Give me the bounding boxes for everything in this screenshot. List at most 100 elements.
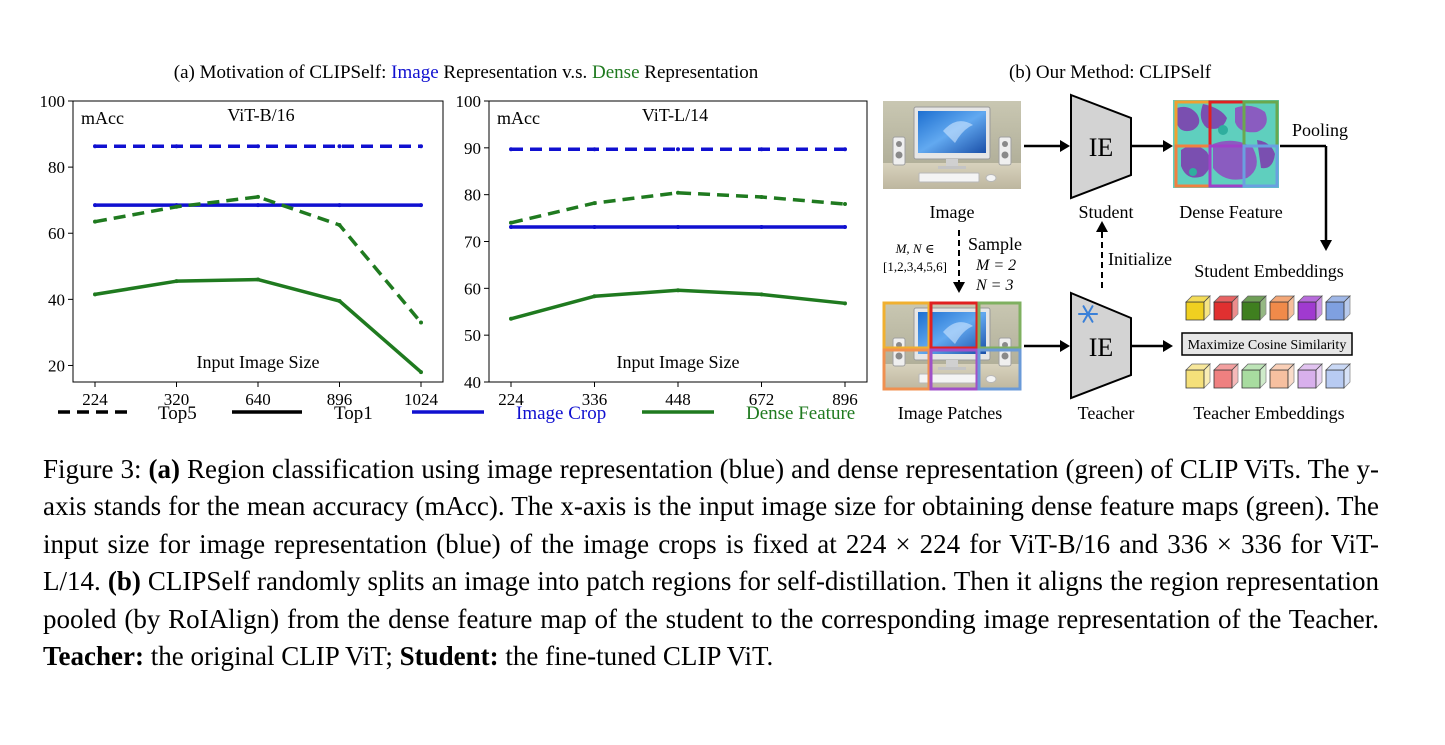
embedding-cube-side bbox=[1203, 363, 1211, 389]
data-point bbox=[93, 219, 97, 224]
caption-part-b: CLIPSelf randomly splits an image into p… bbox=[43, 566, 1380, 634]
plot-frame bbox=[72, 100, 444, 383]
data-point bbox=[759, 147, 764, 152]
legend: Top5 Top1 Image Crop Dense Feature bbox=[58, 403, 855, 424]
arrowhead bbox=[953, 282, 965, 293]
data-point bbox=[676, 190, 680, 195]
y-axis-label: mAcc bbox=[497, 108, 540, 128]
data-point bbox=[337, 203, 342, 208]
data-point bbox=[676, 147, 680, 152]
m-equation: M = 2 bbox=[975, 257, 1016, 274]
legend-image-crop-label: Image Crop bbox=[516, 403, 606, 424]
embedding-cube bbox=[1213, 301, 1233, 321]
series-line-dense-feature-top5 bbox=[510, 191, 846, 225]
embedding-cube bbox=[1297, 301, 1317, 321]
data-point bbox=[676, 288, 680, 293]
legend-dense-feature-label: Dense Feature bbox=[746, 403, 855, 424]
data-point bbox=[592, 147, 597, 152]
data-point bbox=[93, 292, 97, 297]
caption-student-label: Student: bbox=[399, 641, 499, 672]
data-point bbox=[93, 144, 97, 149]
legend-top5-label: Top5 bbox=[158, 403, 197, 424]
data-point bbox=[174, 204, 179, 209]
figure-3: (a) Motivation of CLIPSelf: Image Repres… bbox=[40, 62, 1353, 424]
data-point bbox=[419, 203, 423, 208]
series-line-dense-feature-top1 bbox=[510, 288, 846, 321]
caption-teacher-text: the original CLIP ViT; bbox=[150, 641, 393, 672]
teacher-embeddings-label: Teacher Embeddings bbox=[1193, 403, 1344, 423]
dense-feature-label: Dense Feature bbox=[1179, 202, 1282, 222]
embedding-cube bbox=[1185, 369, 1205, 389]
data-point bbox=[337, 222, 342, 227]
embedding-cube bbox=[1297, 369, 1317, 389]
embedding-cube-side bbox=[1259, 295, 1267, 321]
y-tick-label: 100 bbox=[40, 92, 66, 111]
arrowhead bbox=[1060, 340, 1070, 352]
embedding-cube bbox=[1325, 369, 1345, 389]
caption-a-label: (a) bbox=[148, 454, 180, 484]
embedding-cube bbox=[1241, 369, 1261, 389]
chart-vit-l14: 40 50 60 70 80 90 100 224 336 448 672 896 ViT-L/14 mA… bbox=[456, 92, 868, 409]
y-tick-label: 20 bbox=[48, 356, 65, 375]
data-point bbox=[337, 299, 342, 304]
x-tick-label: 896 bbox=[327, 390, 353, 409]
x-tick-label: 224 bbox=[82, 390, 108, 409]
figure-caption: Figure 3: (a) Region classification usin… bbox=[43, 451, 1379, 675]
caption-b-label: (b) bbox=[107, 566, 141, 597]
data-point bbox=[676, 224, 680, 229]
teacher-label: Teacher bbox=[1078, 403, 1135, 423]
data-point bbox=[93, 203, 97, 208]
embedding-cube bbox=[1325, 301, 1345, 321]
image-patches bbox=[882, 301, 1022, 391]
panel-a-title: (a) Motivation of CLIPSelf: Image Repres… bbox=[174, 62, 759, 83]
caption-student-text: the fine-tuned CLIP ViT. bbox=[505, 641, 774, 672]
data-point bbox=[419, 370, 423, 375]
panel-b-title: (b) Our Method: CLIPSelf bbox=[1009, 62, 1212, 83]
caption-figure-label: Figure 3: bbox=[43, 454, 142, 484]
data-point bbox=[256, 277, 260, 282]
embedding-cube-side bbox=[1315, 295, 1323, 321]
data-point bbox=[592, 201, 597, 206]
student-embeddings-label: Student Embeddings bbox=[1194, 261, 1344, 281]
x-tick-label: 672 bbox=[749, 390, 775, 409]
data-point bbox=[509, 220, 513, 225]
image-patches-label: Image Patches bbox=[898, 403, 1002, 423]
x-tick-label: 320 bbox=[164, 390, 190, 409]
data-point bbox=[509, 316, 513, 321]
data-point bbox=[256, 194, 260, 199]
x-tick-label: 336 bbox=[582, 390, 608, 409]
data-point bbox=[174, 144, 179, 149]
embedding-cube-side bbox=[1287, 295, 1295, 321]
y-tick-label: 60 bbox=[464, 279, 481, 298]
student-embeddings bbox=[1185, 295, 1351, 321]
data-point bbox=[256, 144, 260, 149]
x-tick-label: 1024 bbox=[404, 390, 439, 409]
embedding-cube-side bbox=[1315, 363, 1323, 389]
y-tick-label: 40 bbox=[464, 373, 481, 392]
data-point bbox=[759, 224, 764, 229]
mn-set-line2: [1,2,3,4,5,6] bbox=[883, 259, 947, 274]
embedding-cube bbox=[1241, 301, 1261, 321]
legend-top1-label: Top1 bbox=[334, 403, 373, 424]
arrowhead bbox=[1163, 340, 1173, 352]
data-point bbox=[843, 147, 847, 152]
x-axis-label: Input Image Size bbox=[197, 352, 320, 372]
dense-feature-map bbox=[1173, 100, 1279, 188]
embedding-cube-side bbox=[1287, 363, 1295, 389]
data-point bbox=[509, 224, 513, 229]
arrowhead bbox=[1320, 240, 1332, 251]
y-axis-label: mAcc bbox=[81, 108, 124, 128]
y-tick-label: 50 bbox=[464, 326, 481, 345]
data-point bbox=[843, 202, 847, 207]
input-image bbox=[882, 100, 1022, 190]
image-label: Image bbox=[930, 202, 975, 222]
cosine-similarity-box bbox=[1181, 332, 1353, 356]
arrowhead bbox=[1163, 140, 1173, 152]
student-label: Student bbox=[1078, 202, 1133, 222]
student-encoder bbox=[1070, 93, 1132, 200]
embedding-cube-side bbox=[1203, 295, 1211, 321]
data-point bbox=[592, 224, 597, 229]
data-point bbox=[592, 294, 597, 299]
method-diagram: Image IE Student Dense F bbox=[882, 93, 1353, 423]
data-point bbox=[759, 292, 764, 297]
